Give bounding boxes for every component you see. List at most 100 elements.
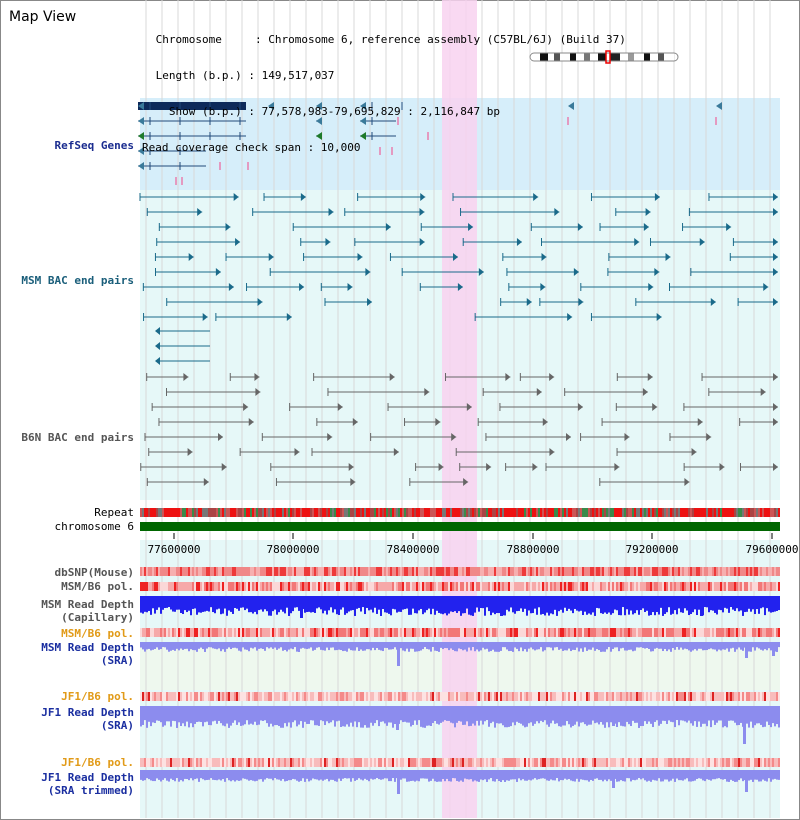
msm-b6-pol-cell [262,582,264,591]
jf1-depth-sra [384,706,386,724]
label-jf1-b6-pol-1[interactable]: JF1/B6 pol. [61,690,134,703]
jf1-depth-trimmed [602,770,604,782]
label-b6n-bac[interactable]: B6N BAC end pairs [21,431,134,444]
msm-depth-capillary [742,596,744,616]
repeat-element [224,508,226,517]
msm-bac-end-arrow [155,357,160,365]
jf1-depth-trimmed [474,770,476,781]
msm-depth-capillary [272,596,274,612]
dbsnp-snp [694,567,696,576]
repeat-element [718,508,720,517]
msm-b6-pol-cell [474,582,476,591]
jf1-depth-sra [444,706,446,721]
msm-b6-pol-cell [234,582,236,591]
jf1-depth-sra [530,706,532,723]
label-msm-b6-pol-2[interactable]: MSM/B6 pol. [61,627,134,640]
label-jf1-read-depth-trimmed[interactable]: JF1 Read Depth (SRA trimmed) [41,771,134,797]
jf1-depth-trimmed [410,770,412,782]
jf1-b6-pol-cell [444,758,446,767]
label-dbsnp[interactable]: dbSNP(Mouse) [54,566,134,579]
jf1-b6-pol-cell [316,692,318,701]
msm-bac-end-arrow [420,193,426,201]
dbsnp-snp [408,567,410,576]
repeat-element [296,508,298,517]
msm-b6-pol-cell [716,628,718,637]
ideogram-band [610,53,620,61]
msm-b6-pol-cell [594,628,596,637]
label-msm-read-depth-capillary[interactable]: MSM Read Depth (Capillary) [41,598,134,624]
msm-b6-pol-cell [270,582,272,591]
jf1-depth-sra [702,706,704,724]
jf1-b6-pol-cell [374,692,376,701]
jf1-depth-sra [274,706,276,726]
dbsnp-snp [676,567,678,576]
jf1-depth-sra [578,706,580,727]
label-jf1-b6-pol-2[interactable]: JF1/B6 pol. [61,756,134,769]
jf1-b6-pol-cell [706,692,708,701]
jf1-depth-sra [228,706,230,728]
msm-depth-capillary [204,596,206,612]
dbsnp-snp [552,567,554,576]
msm-depth-capillary [194,596,196,609]
msm-depth-capillary [206,596,208,611]
msm-b6-pol-cell [562,582,564,591]
msm-b6-pol-cell [318,582,320,591]
msm-b6-pol-cell [618,582,620,591]
dbsnp-snp [396,567,398,576]
msm-bac-end-arrow [634,238,640,246]
jf1-depth-sra [486,706,488,721]
jf1-b6-pol-cell [528,758,530,767]
msm-depth-sra [294,642,296,648]
info-show-range: Show (b.p.) : 77,578,983-79,695,829 : 2,… [149,105,500,118]
msm-b6-pol-cell [222,628,224,637]
jf1-depth-sra [488,706,490,727]
jf1-depth-trimmed [352,770,354,779]
jf1-depth-trimmed [422,770,424,779]
jf1-b6-pol-cell [148,758,150,767]
jf1-depth-sra [224,706,226,727]
jf1-depth-sra [194,706,196,724]
msm-b6-pol-cell [286,582,288,591]
label-refseq-genes[interactable]: RefSeq Genes [54,139,134,152]
jf1-depth-trimmed [282,770,284,780]
repeat-element [280,508,282,517]
msm-depth-capillary [640,596,642,610]
jf1-depth-sra [152,706,154,723]
jf1-b6-pol-cell [316,758,318,767]
jf1-b6-pol-cell [434,758,436,767]
dbsnp-snp [464,567,466,576]
jf1-b6-pol-cell [670,758,672,767]
label-jf1-read-depth-sra[interactable]: JF1 Read Depth (SRA) [41,706,134,732]
label-msm-bac[interactable]: MSM BAC end pairs [21,274,134,287]
jf1-b6-pol-cell [582,758,584,767]
msm-b6-pol-cell [228,628,230,637]
jf1-b6-pol-cell [214,758,216,767]
msm-b6-pol-cell [656,582,658,591]
jf1-b6-pol-cell [242,758,244,767]
repeat-element [698,508,700,517]
jf1-depth-trimmed [348,770,350,779]
msm-depth-capillary [428,596,430,609]
msm-b6-pol-cell [422,628,424,637]
label-msm-b6-pol-1[interactable]: MSM/B6 pol. [61,580,134,593]
dbsnp-snp [272,567,274,576]
jf1-b6-pol-cell [620,758,622,767]
jf1-b6-pol-cell [606,692,608,701]
jf1-b6-pol-cell [364,758,366,767]
jf1-b6-pol-cell [358,692,360,701]
msm-depth-capillary [550,596,552,614]
jf1-b6-pol-cell [328,692,330,701]
msm-b6-pol-cell [156,628,158,637]
msm-depth-sra [690,642,692,652]
jf1-b6-pol-cell [166,692,168,701]
dbsnp-snp [246,567,248,576]
msm-depth-capillary [388,596,390,614]
msm-b6-pol-cell [362,582,364,591]
label-msm-read-depth-sra[interactable]: MSM Read Depth (SRA) [41,641,134,667]
jf1-b6-pol-cell [360,758,362,767]
jf1-b6-pol-cell [568,692,570,701]
msm-b6-pol-cell [222,582,224,591]
repeat-element [382,508,384,517]
jf1-depth-sra [466,706,468,722]
